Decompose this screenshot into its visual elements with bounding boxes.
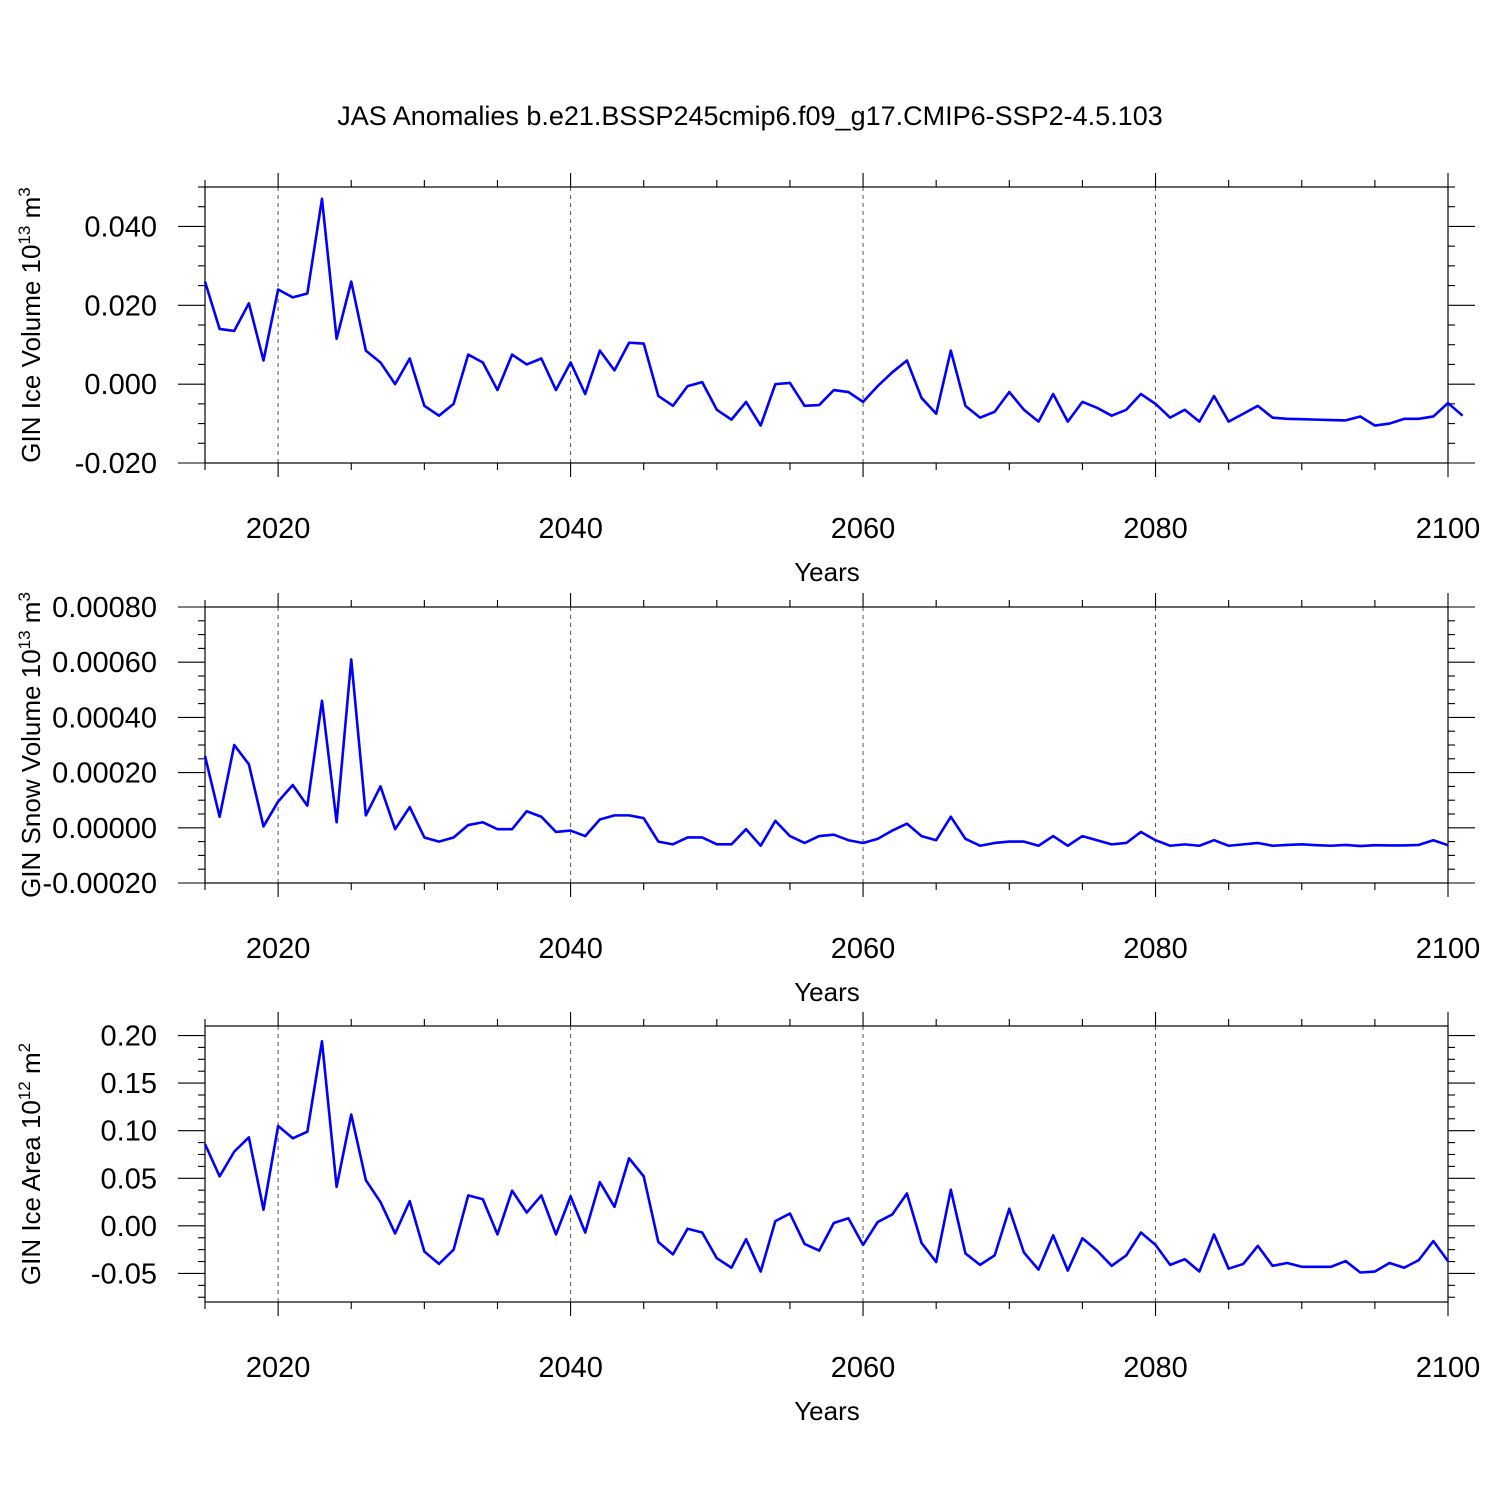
- data-series-line: [203, 1039, 1450, 1274]
- y-tick-label: 0.040: [84, 211, 157, 243]
- y-tick-label: 0.20: [101, 1021, 157, 1053]
- x-tick-label: 2060: [831, 933, 896, 965]
- y-tick-label: 0.00000: [52, 813, 157, 845]
- y-axis-label-superscript: 3: [15, 592, 34, 601]
- y-tick-label: 0.00060: [52, 647, 157, 679]
- y-axis-label-part: GIN Ice Volume 10: [16, 245, 46, 463]
- y-axis-label-part: GIN Ice Area 10: [16, 1100, 46, 1285]
- y-axis-label: GIN Ice Volume 1013 m3: [15, 187, 46, 463]
- y-tick-label: -0.020: [75, 448, 157, 480]
- x-axis-label: Years: [794, 557, 860, 587]
- figure-title: JAS Anomalies b.e21.BSSP245cmip6.f09_g17…: [337, 101, 1163, 131]
- x-tick-label: 2100: [1416, 1352, 1481, 1384]
- y-tick-label: 0.15: [101, 1068, 157, 1100]
- plot-frame: [204, 1025, 1449, 1303]
- y-tick-label: -0.00020: [43, 868, 158, 900]
- y-axis-label-superscript: 13: [15, 630, 34, 649]
- x-tick-label: 2080: [1123, 1352, 1188, 1384]
- x-axis-label: Years: [794, 977, 860, 1007]
- y-tick-label: 0.00020: [52, 758, 157, 790]
- x-tick-label: 2020: [246, 933, 311, 965]
- x-tick-label: 2100: [1416, 513, 1481, 545]
- plot-frame: [204, 186, 1449, 464]
- chart-panel-2: -0.00020 0.00000 0.00020 0.00040 0.00060 0.00…: [15, 592, 1480, 1007]
- y-axis-label-part: m: [16, 602, 46, 631]
- y-tick-label: 0.00: [101, 1211, 157, 1243]
- y-tick-label: 0.10: [101, 1116, 157, 1148]
- y-tick-label: 0.020: [84, 290, 157, 322]
- x-tick-label: 2040: [538, 1352, 603, 1384]
- y-tick-label: -0.05: [91, 1258, 157, 1290]
- x-tick-label: 2020: [246, 513, 311, 545]
- y-axis-label-superscript: 2: [15, 1043, 34, 1052]
- data-series-line: [203, 197, 1464, 427]
- y-axis-label-superscript: 3: [15, 187, 34, 196]
- y-tick-label: 0.000: [84, 369, 157, 401]
- x-tick-label: 2080: [1123, 933, 1188, 965]
- y-axis-label-part: GIN Snow Volume 10: [16, 649, 46, 898]
- x-tick-label: 2020: [246, 1352, 311, 1384]
- x-tick-label: 2100: [1416, 933, 1481, 965]
- y-axis-label: GIN Ice Area 1012 m2: [15, 1043, 46, 1285]
- y-axis-label: GIN Snow Volume 1013 m3: [15, 592, 46, 898]
- plot-frame: [204, 606, 1449, 884]
- y-axis-label-superscript: 12: [15, 1081, 34, 1100]
- chart-panel-1: -0.020 0.000 0.020 0.040 2020 2040 2060 2080 210…: [15, 173, 1480, 587]
- x-tick-label: 2080: [1123, 513, 1188, 545]
- y-tick-label: 0.00080: [52, 592, 157, 624]
- panels: -0.020 0.000 0.020 0.040 2020 2040 2060 2080 210…: [15, 173, 1480, 1426]
- data-series-line: [203, 658, 1449, 848]
- y-axis-label-part: m: [16, 1052, 46, 1081]
- x-tick-label: 2060: [831, 1352, 896, 1384]
- x-tick-label: 2060: [831, 513, 896, 545]
- x-tick-label: 2040: [538, 933, 603, 965]
- chart-panel-3: -0.05 0.00 0.05 0.10 0.15 0.20 2020 2040 2060 208…: [15, 1012, 1480, 1426]
- x-axis-label: Years: [794, 1396, 860, 1426]
- y-axis-label-part: m: [16, 197, 46, 226]
- y-axis-label-superscript: 13: [15, 226, 34, 245]
- y-tick-label: 0.00040: [52, 702, 157, 734]
- x-tick-label: 2040: [538, 513, 603, 545]
- y-tick-label: 0.05: [101, 1163, 157, 1195]
